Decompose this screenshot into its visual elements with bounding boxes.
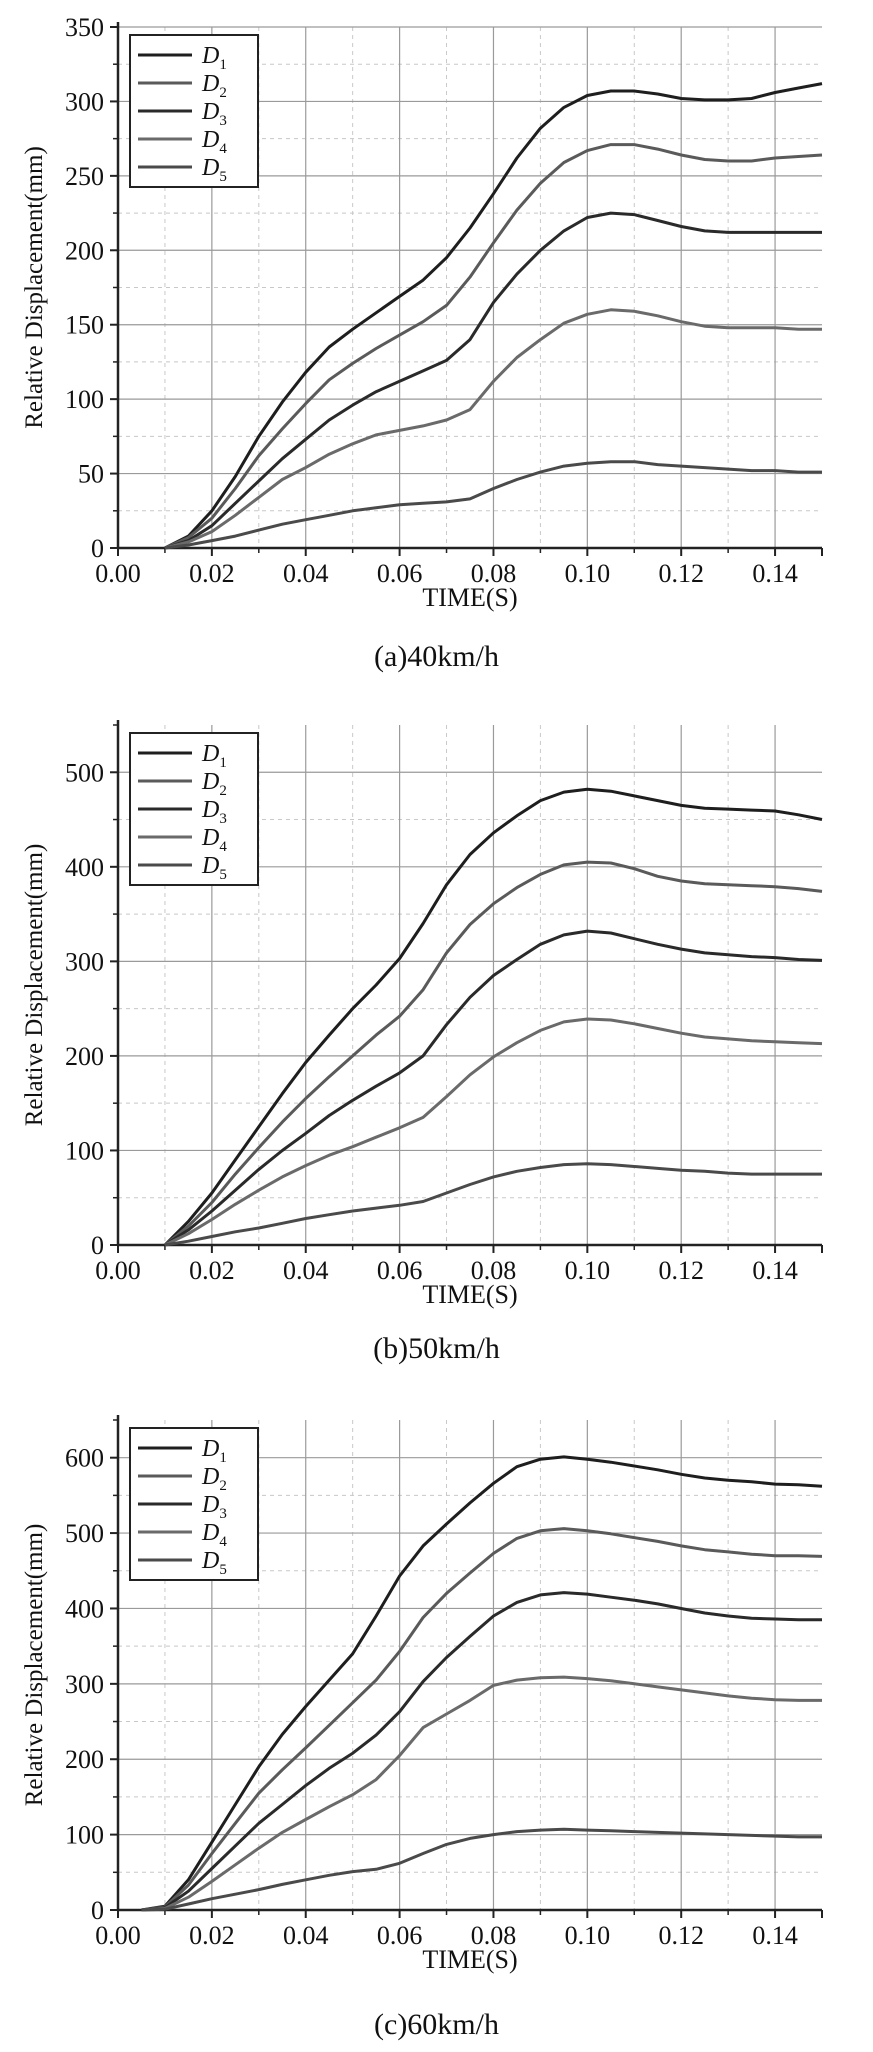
series-line-d3 [141,1591,822,1912]
chart-panel-a: 0.00 0.02 0.04 0.06 0.08 0.10 0.12 0.14 0 50 100 15… [0,0,873,700]
chart-c-caption: (c)60km/h [374,2008,499,2041]
y-tick-label: 100 [65,1821,104,1850]
y-tick-label: 500 [65,758,104,787]
series-line-d5 [164,1162,822,1247]
chart-b-caption: (b)50km/h [373,1332,500,1365]
series-line-d4 [141,1675,822,1912]
y-tick-label: 600 [65,1444,104,1473]
x-tick-label: 0.02 [189,559,235,588]
x-tick-label: 0.06 [377,1256,423,1285]
x-tick-label: 0.10 [565,1921,611,1950]
chart-c-plot: 0.00 0.02 0.04 0.06 0.08 0.10 0.12 0.14 0 100 200 3… [21,1415,823,1974]
x-tick-label: 0.06 [377,1921,423,1950]
y-tick-label: 200 [65,236,104,265]
y-tick-label: 400 [65,853,104,882]
series-line-d1 [141,1455,823,1912]
x-tick-label: 0.08 [471,1256,517,1285]
y-axis-title: Relative Displacement(mm) [21,844,48,1127]
chart-a-plot: 0.00 0.02 0.04 0.06 0.08 0.10 0.12 0.14 0 50 100 15… [21,13,823,612]
y-tick-label: 500 [65,1519,104,1548]
y-tick-label: 400 [65,1594,104,1623]
y-tick-label: 0 [91,534,104,563]
series-line-d1 [164,82,823,550]
series-line-d2 [163,860,823,1247]
chart-a-caption: (a)40km/h [374,640,499,673]
x-tick-label: 0.02 [189,1921,235,1950]
y-tick-label: 0 [91,1896,104,1925]
series-line-d4 [164,308,822,550]
series-line-d3 [164,211,822,550]
x-tick-label: 0.14 [752,1256,798,1285]
series-line-d2 [164,143,823,550]
y-axis-title: Relative Displacement(mm) [21,146,48,429]
y-tick-label: 250 [65,162,104,191]
y-tick-label: 200 [65,1042,104,1071]
x-tick-label: 0.12 [658,1921,704,1950]
series-line-d1 [163,787,823,1247]
y-axis-title: Relative Displacement(mm) [21,1524,48,1807]
x-tick-label: 0.04 [283,1921,329,1950]
x-tick-label: 0.02 [189,1256,235,1285]
x-tick-label: 0.08 [471,559,517,588]
series-line-d5 [141,1827,822,1912]
y-tick-label: 300 [65,947,104,976]
y-tick-label: 300 [65,1670,104,1699]
x-axis-title: TIME(S) [422,1945,517,1974]
x-tick-label: 0.00 [95,559,141,588]
x-tick-label: 0.10 [565,1256,611,1285]
chart-panel-c: 0.00 0.02 0.04 0.06 0.08 0.10 0.12 0.14 0 100 200 3… [0,1390,873,2052]
x-tick-label: 0.00 [95,1921,141,1950]
x-axis-title: TIME(S) [422,1280,517,1309]
x-tick-label: 0.14 [752,559,798,588]
x-tick-label: 0.14 [752,1921,798,1950]
series-line-d3 [164,929,823,1247]
y-tick-label: 100 [65,1136,104,1165]
y-tick-label: 0 [91,1231,104,1260]
x-axis-title: TIME(S) [422,583,517,612]
series-line-d5 [164,460,822,550]
series-line-d2 [141,1527,823,1912]
chart-b-plot: 0.00 0.02 0.04 0.06 0.08 0.10 0.12 0.14 0 100 200 3… [21,720,823,1309]
series-line-d4 [164,1017,823,1247]
y-tick-label: 200 [65,1745,104,1774]
y-tick-label: 100 [65,385,104,414]
legend-label-d2: D2 [201,1464,227,1494]
x-tick-label: 0.08 [471,1921,517,1950]
x-tick-label: 0.06 [377,559,423,588]
x-tick-label: 0.12 [658,1256,704,1285]
x-tick-label: 0.00 [95,1256,141,1285]
chart-panel-b: 0.00 0.02 0.04 0.06 0.08 0.10 0.12 0.14 0 100 200 3… [0,700,873,1390]
y-tick-label: 150 [65,311,104,340]
x-tick-label: 0.04 [283,1256,329,1285]
x-tick-label: 0.04 [283,559,329,588]
y-tick-label: 300 [65,87,104,116]
y-tick-label: 350 [65,13,104,42]
x-tick-label: 0.10 [565,559,611,588]
x-tick-label: 0.12 [658,559,704,588]
y-tick-label: 50 [78,460,104,489]
